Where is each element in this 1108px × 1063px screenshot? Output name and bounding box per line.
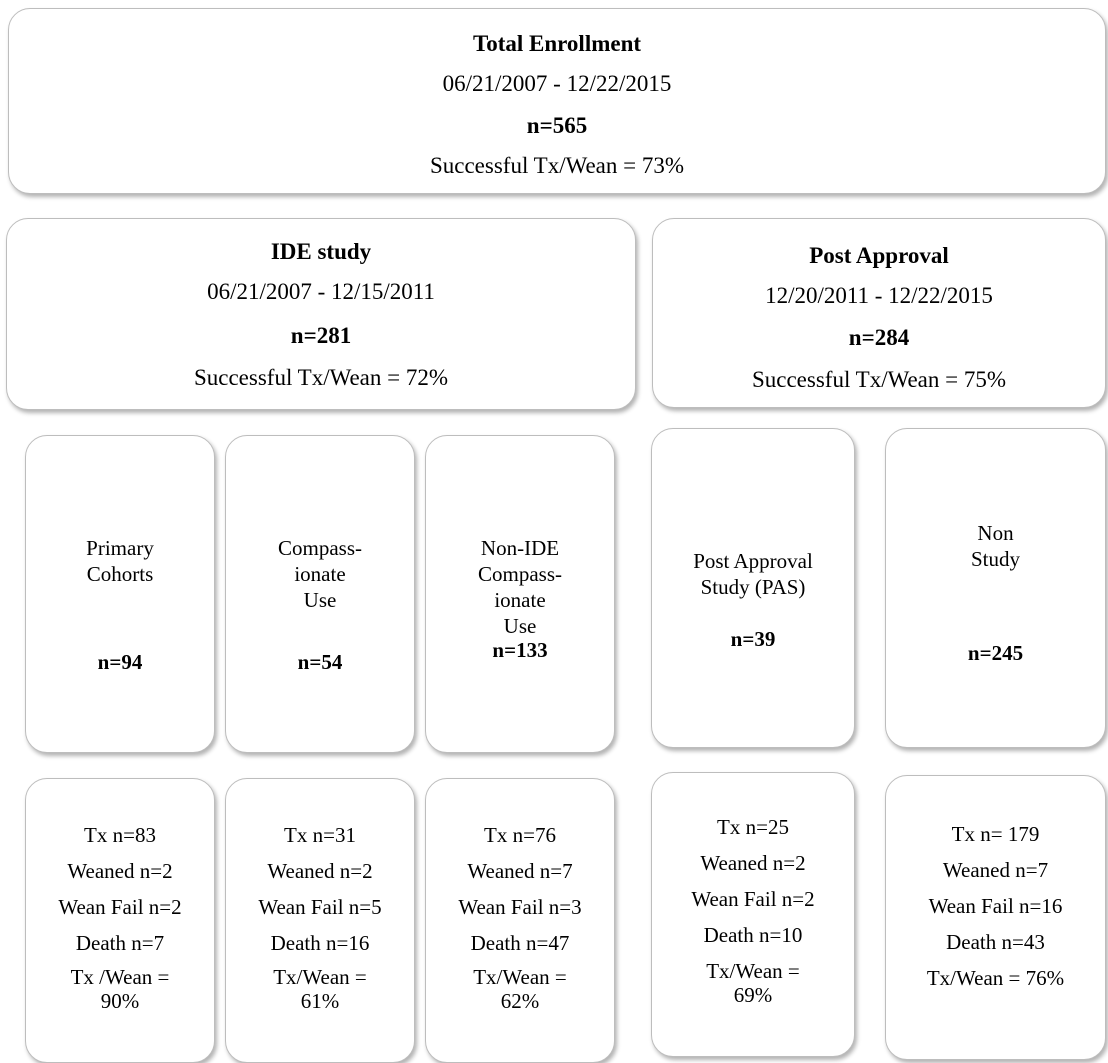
total-enrollment-rate: Successful Tx/Wean = 73% bbox=[429, 153, 685, 178]
group-label-line: Post Approval bbox=[693, 549, 813, 573]
outcome-rate-line-2: 61% bbox=[300, 989, 340, 1013]
total-enrollment-n: n=565 bbox=[526, 113, 588, 138]
group-n: n=39 bbox=[730, 627, 776, 651]
group-n: n=133 bbox=[492, 638, 548, 662]
outcome-rate-line-2: 69% bbox=[733, 983, 773, 1007]
group-label-line: Cohorts bbox=[86, 562, 154, 586]
group-label-line: Study (PAS) bbox=[700, 575, 806, 599]
outcome-wean-fail: Wean Fail n=16 bbox=[928, 894, 1063, 918]
group-label-line: Primary bbox=[86, 536, 154, 560]
outcome-weaned: Weaned n=7 bbox=[942, 858, 1049, 882]
outcome-primary-cohorts-box: Tx n=83 Weaned n=2 Wean Fail n=2 Death n… bbox=[25, 778, 215, 1063]
outcome-tx: Tx n= 179 bbox=[951, 822, 1040, 846]
group-compassionate-use-box: Compass- ionate Use n=54 bbox=[225, 435, 415, 753]
group-non-study-box: Non Study n=245 bbox=[885, 428, 1106, 748]
outcome-death: Death n=10 bbox=[703, 923, 803, 947]
group-label-line: Non-IDE bbox=[480, 536, 560, 560]
outcome-death: Death n=47 bbox=[470, 931, 570, 955]
outcome-weaned: Weaned n=2 bbox=[67, 859, 173, 883]
outcome-wean-fail: Wean Fail n=2 bbox=[58, 895, 182, 919]
outcome-rate-line-1: Tx/Wean = bbox=[706, 959, 800, 983]
post-approval-n: n=284 bbox=[848, 325, 910, 350]
outcome-weaned: Weaned n=2 bbox=[700, 851, 806, 875]
post-approval-box: Post Approval 12/20/2011 - 12/22/2015 n=… bbox=[652, 218, 1106, 408]
outcome-compassionate-use-box: Tx n=31 Weaned n=2 Wean Fail n=5 Death n… bbox=[225, 778, 415, 1063]
outcome-rate-line-1: Tx /Wean = bbox=[70, 965, 170, 989]
outcome-rate-line-2: 90% bbox=[100, 989, 140, 1013]
outcome-tx: Tx n=76 bbox=[484, 823, 556, 847]
total-enrollment-dates: 06/21/2007 - 12/22/2015 bbox=[442, 71, 672, 96]
total-enrollment-box: Total Enrollment 06/21/2007 - 12/22/2015… bbox=[8, 8, 1106, 194]
group-label-line: Use bbox=[503, 614, 537, 638]
group-post-approval-study-box: Post Approval Study (PAS) n=39 bbox=[651, 428, 855, 748]
outcome-tx: Tx n=83 bbox=[84, 823, 156, 847]
group-label-line: Compass- bbox=[478, 562, 562, 586]
outcome-non-ide-compassionate-use-box: Tx n=76 Weaned n=7 Wean Fail n=3 Death n… bbox=[425, 778, 615, 1063]
outcome-rate-line-2: 62% bbox=[500, 989, 540, 1013]
outcome-post-approval-study-box: Tx n=25 Weaned n=2 Wean Fail n=2 Death n… bbox=[651, 772, 855, 1057]
group-label-line: ionate bbox=[294, 562, 346, 586]
post-approval-rate: Successful Tx/Wean = 75% bbox=[751, 367, 1007, 392]
outcome-tx: Tx n=25 bbox=[717, 815, 789, 839]
ide-study-n: n=281 bbox=[290, 323, 352, 348]
group-label-line: ionate bbox=[494, 588, 546, 612]
group-label-line: Non bbox=[977, 521, 1014, 545]
total-enrollment-title: Total Enrollment bbox=[472, 31, 642, 56]
outcome-tx: Tx n=31 bbox=[284, 823, 356, 847]
outcome-weaned: Weaned n=7 bbox=[467, 859, 573, 883]
ide-study-title: IDE study bbox=[270, 239, 372, 264]
group-label-line: Compass- bbox=[278, 536, 362, 560]
group-n: n=94 bbox=[97, 650, 143, 674]
outcome-rate-line-1: Tx/Wean = bbox=[273, 965, 367, 989]
outcome-rate-line-1: Tx/Wean = 76% bbox=[926, 966, 1065, 990]
outcome-wean-fail: Wean Fail n=5 bbox=[258, 895, 382, 919]
post-approval-title: Post Approval bbox=[809, 243, 949, 268]
group-n: n=54 bbox=[297, 650, 343, 674]
outcome-weaned: Weaned n=2 bbox=[267, 859, 373, 883]
group-n: n=245 bbox=[967, 641, 1024, 665]
outcome-non-study-box: Tx n= 179 Weaned n=7 Wean Fail n=16 Deat… bbox=[885, 775, 1106, 1060]
outcome-death: Death n=7 bbox=[75, 931, 165, 955]
ide-study-dates: 06/21/2007 - 12/15/2011 bbox=[207, 279, 435, 304]
outcome-rate-line-1: Tx/Wean = bbox=[473, 965, 567, 989]
outcome-wean-fail: Wean Fail n=2 bbox=[691, 887, 815, 911]
group-non-ide-compassionate-use-box: Non-IDE Compass- ionate Use n=133 bbox=[425, 435, 615, 753]
outcome-death: Death n=16 bbox=[270, 931, 370, 955]
outcome-death: Death n=43 bbox=[946, 930, 1045, 954]
outcome-wean-fail: Wean Fail n=3 bbox=[458, 895, 582, 919]
group-label-line: Use bbox=[303, 588, 337, 612]
group-primary-cohorts-box: Primary Cohorts n=94 bbox=[25, 435, 215, 753]
group-label-line: Study bbox=[970, 547, 1020, 571]
ide-study-box: IDE study 06/21/2007 - 12/15/2011 n=281 … bbox=[6, 218, 636, 410]
post-approval-dates: 12/20/2011 - 12/22/2015 bbox=[765, 283, 993, 308]
ide-study-rate: Successful Tx/Wean = 72% bbox=[193, 365, 449, 390]
